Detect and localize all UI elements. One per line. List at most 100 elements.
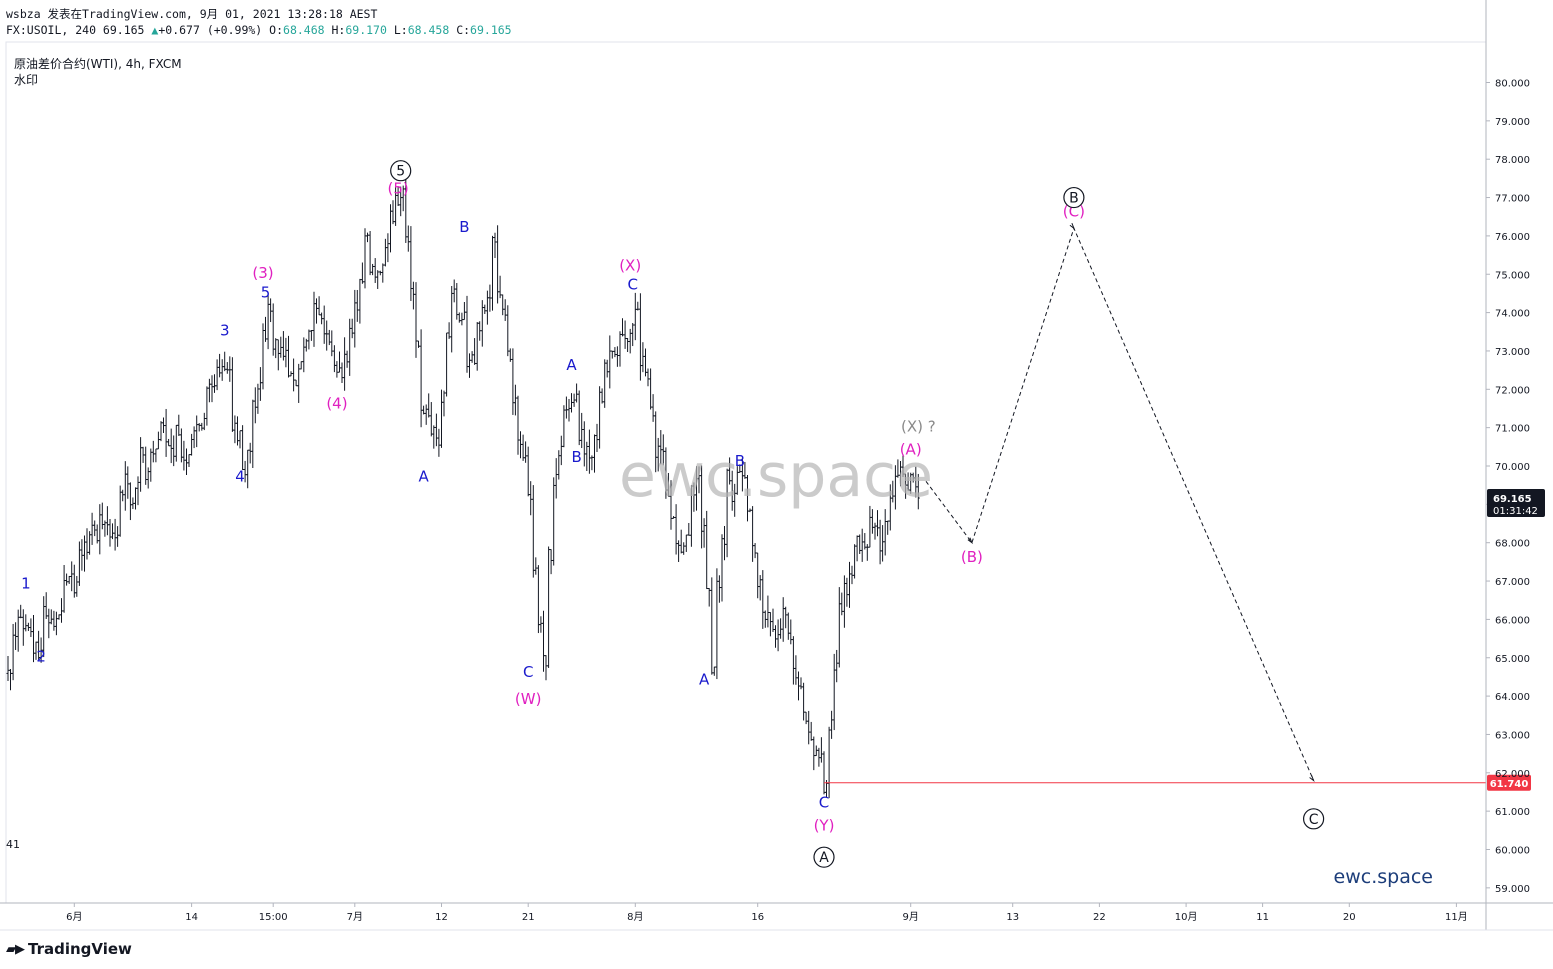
x-tick-label: 13: [1006, 912, 1019, 923]
x-tick-label: 12: [435, 912, 448, 923]
wave-label: C: [628, 276, 638, 294]
wave-circle-text: A: [819, 850, 829, 866]
y-tick-label: 80.000: [1495, 79, 1530, 90]
wave-label: A: [699, 671, 710, 689]
wave-circle-text: 5: [396, 164, 405, 180]
high-label: H:: [331, 23, 346, 37]
low-label: L:: [393, 23, 408, 37]
level-line-group: 61.740: [824, 774, 1531, 791]
low-value: 68.458: [407, 23, 450, 37]
y-tick-label: 70.000: [1495, 462, 1530, 473]
x-tick-label: 11月: [1445, 911, 1468, 923]
price-change: +0.677 (+0.99%): [158, 23, 263, 37]
wave-circle: [1063, 186, 1085, 209]
wave-label: A: [419, 467, 430, 485]
chart-axes: 80.000 79.000 78.000 77.000 76.000 75.000 74.0…: [0, 0, 1553, 931]
wave-label: 5: [261, 283, 271, 301]
wave-label: 1: [21, 575, 31, 593]
x-tick-label: 16: [751, 912, 764, 923]
wave-label: (C): [1063, 203, 1085, 221]
y-tick-label: 75.000: [1495, 270, 1530, 281]
candle-bars: [6, 173, 920, 799]
y-tick-label: 78.000: [1495, 155, 1530, 166]
x-tick-label: 10月: [1175, 911, 1198, 923]
y-tick-label: 74.000: [1495, 309, 1530, 320]
tradingview-logo: ▰▶ TradingView: [6, 940, 132, 958]
y-tick-label: 72.000: [1495, 385, 1530, 396]
x-tick-label: 7月: [347, 911, 363, 923]
watermark-label: 水印: [14, 73, 39, 87]
wave-label: (W): [515, 690, 542, 708]
x-tick-label: 20: [1343, 912, 1356, 923]
wave-label: B: [572, 448, 582, 466]
high-value: 69.170: [345, 23, 387, 37]
ohlc-header: FX:USOIL, 240 69.165 ▲+0.677 (+0.99%) O:…: [6, 23, 512, 37]
x-tick-label: 8月: [627, 911, 643, 923]
circled-wave-label: C: [1302, 808, 1325, 830]
wave-label: (X) ?: [901, 417, 936, 435]
y-tick-label: 65.000: [1495, 654, 1530, 665]
wave-circle: [1302, 808, 1325, 830]
wave-circle: [813, 846, 835, 868]
wave-circle: [390, 160, 412, 182]
y-tick-label: 76.000: [1495, 232, 1530, 243]
y-tick-label: 67.000: [1495, 577, 1530, 588]
wave-label: (5): [388, 180, 409, 198]
publish-header: wsbza 发表在TradingView.com, 9月 01, 2021 13…: [6, 7, 378, 21]
y-tick-label: 66.000: [1495, 615, 1530, 626]
brand-text: ewc.space: [1333, 866, 1433, 888]
symbol-interval: FX:USOIL, 240 69.165: [6, 23, 145, 37]
projection-path: [925, 223, 1315, 782]
wave-label: (X): [619, 256, 641, 274]
y-tick-label: 61.000: [1495, 807, 1530, 818]
up-arrow-icon: ▲: [151, 23, 159, 37]
wave-label: (Y): [814, 816, 835, 834]
projection-arrowhead: [967, 537, 974, 545]
wave-label: B: [459, 218, 469, 236]
wave-label: (3): [252, 264, 273, 282]
y-tick-label: 59.000: [1495, 884, 1530, 895]
x-tick-label: 14: [185, 912, 198, 923]
y-tick-label: 62.000: [1495, 769, 1530, 780]
projection-arrowhead: [1069, 223, 1076, 230]
y-tick-label: 79.000: [1495, 117, 1530, 128]
close-label: C:: [456, 23, 471, 37]
symbol-title: 原油差价合约(WTI), 4h, FXCM: [14, 57, 182, 71]
projected-wave-path: [925, 226, 1315, 781]
projection-arrowhead: [1309, 775, 1315, 782]
chart-watermark: ewc.space: [619, 441, 933, 511]
y-tick-label: 63.000: [1495, 730, 1530, 741]
level-tag-price: 61.740: [1490, 779, 1529, 790]
circled-wave-label: B: [1063, 186, 1085, 209]
open-value: 68.468: [283, 23, 325, 37]
wave-label: 4: [235, 467, 245, 485]
y-tick-label: 77.000: [1495, 194, 1530, 205]
wave-label: B: [735, 452, 745, 470]
left-marker: 41: [6, 838, 20, 851]
wave-label: C: [819, 793, 829, 811]
wave-label: A: [566, 356, 577, 374]
open-label: O:: [269, 23, 284, 37]
wave-circle-text: B: [1069, 191, 1079, 207]
wave-label: 3: [220, 322, 230, 340]
wave-label: (4): [326, 394, 347, 412]
wave-label: C: [523, 663, 533, 681]
price-tag-countdown: 01:31:42: [1493, 506, 1538, 517]
wave-circle-text: C: [1309, 812, 1319, 828]
x-tick-label: 15:00: [259, 912, 288, 923]
circled-wave-label: 5: [390, 160, 412, 182]
wave-label: (B): [961, 548, 983, 566]
x-tick-label: 6月: [66, 911, 82, 923]
level-tag: 61.740: [1487, 774, 1531, 791]
level-tag-bg: [1487, 774, 1531, 791]
watermark-text: ewc.space: [619, 441, 933, 511]
price-tag-bg: [1487, 489, 1545, 518]
wave-label: 2: [36, 648, 46, 666]
y-tick-label: 73.000: [1495, 347, 1530, 358]
wave-label: (A): [900, 440, 922, 458]
x-tick-label: 22: [1093, 912, 1106, 923]
close-value: 69.165: [470, 23, 512, 37]
price-tag-price: 69.165: [1493, 494, 1532, 505]
